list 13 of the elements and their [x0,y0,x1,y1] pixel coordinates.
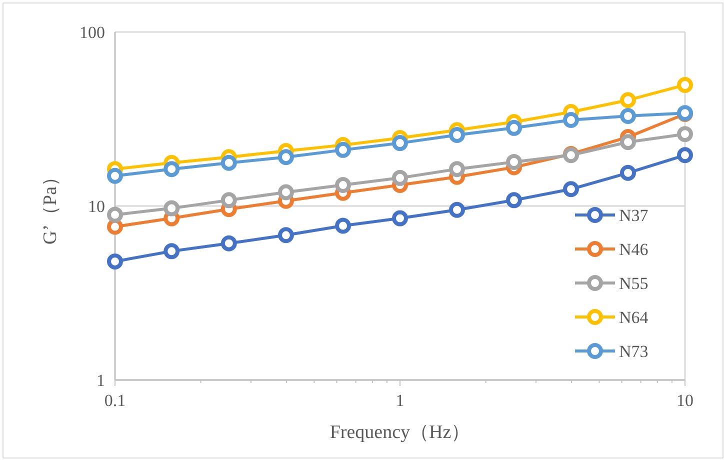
ylabel: G’（Pa） [40,167,61,245]
x-tick-label: 1 [396,391,404,410]
legend-label: N55 [619,274,648,293]
legend-label: N73 [619,342,648,361]
y-tick-label: 100 [80,23,105,42]
y-tick-label: 1 [96,371,105,390]
legend-label: N37 [619,206,649,225]
legend-label: N64 [619,308,649,327]
legend-label: N46 [619,240,648,259]
x-tick-label: 10 [676,391,694,410]
xlabel: Frequency（Hz） [330,422,470,443]
y-tick-label: 10 [88,197,105,216]
x-tick-label: 0.1 [104,391,126,410]
